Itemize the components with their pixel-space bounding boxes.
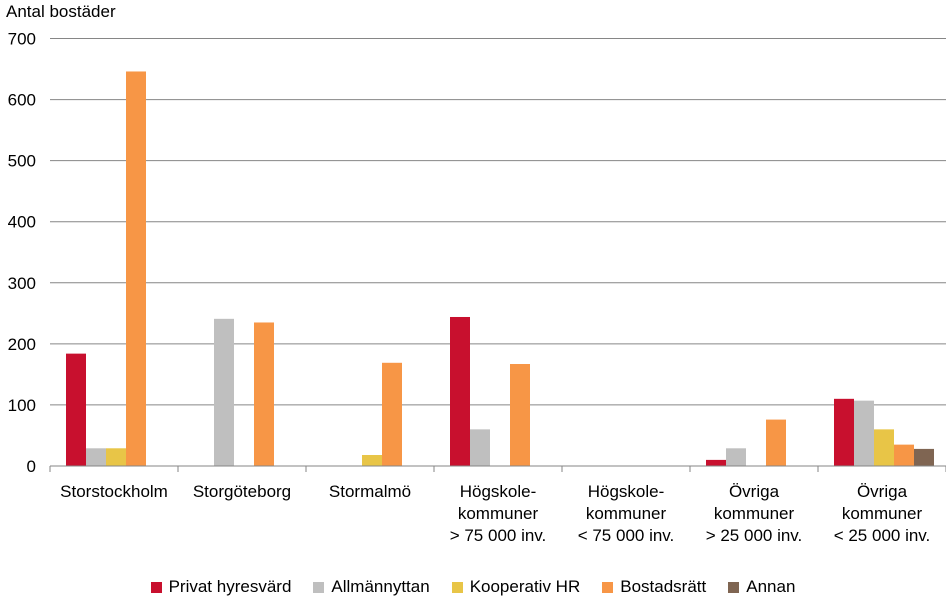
legend-item: Annan — [728, 577, 795, 597]
category-label-line: > 25 000 inv. — [706, 526, 803, 545]
y-tick-label: 700 — [8, 30, 36, 49]
category-label-line: kommuner — [842, 504, 923, 523]
category-label-line: Högskole- — [588, 482, 665, 501]
bar — [914, 448, 934, 466]
bar — [766, 419, 786, 466]
legend-swatch — [150, 581, 162, 593]
bar — [854, 400, 874, 466]
bars — [66, 71, 934, 466]
bar — [874, 429, 894, 466]
legend-item: Kooperativ HR — [451, 577, 581, 597]
category-label-line: Storstockholm — [60, 482, 168, 501]
legend-item: Privat hyresvärd — [150, 577, 292, 597]
category-label-line: Övriga — [857, 482, 908, 501]
bar — [106, 448, 126, 466]
category-label: Övriga kommuner > 25 000 inv. — [706, 482, 803, 545]
legend-label: Privat hyresvärd — [168, 577, 292, 596]
category-label-line: kommuner — [586, 504, 667, 523]
category-label-line: kommuner — [458, 504, 539, 523]
category-label-line: kommuner — [714, 504, 795, 523]
legend: Privat hyresvärd Allmännyttan Kooperativ H… — [0, 574, 946, 600]
bar — [362, 455, 382, 466]
category-label-line: Storgöteborg — [193, 482, 291, 501]
legend-label: Annan — [746, 577, 796, 596]
legend-swatch — [602, 581, 614, 593]
chart-svg: Antal bostäder 0 100 200 300 400 500 600 700 Stor… — [6, 2, 946, 545]
bar — [726, 448, 746, 466]
y-tick-label: 500 — [8, 152, 36, 171]
legend-label: Kooperativ HR — [469, 577, 581, 596]
category-label-line: < 25 000 inv. — [834, 526, 931, 545]
bar — [894, 444, 914, 466]
legend-swatch — [728, 581, 740, 593]
y-tick-label: 300 — [8, 274, 36, 293]
y-tick-label: 100 — [8, 396, 36, 415]
category-label-line: Högskole- — [460, 482, 537, 501]
axes — [49, 465, 946, 472]
y-tick-label: 0 — [27, 457, 36, 476]
bar — [254, 322, 274, 466]
bar — [66, 353, 86, 466]
bar — [470, 429, 490, 466]
legend-item: Bostadsrätt — [602, 577, 706, 597]
y-tick-label: 400 — [8, 213, 36, 232]
legend-item: Allmännyttan — [313, 577, 430, 597]
bar — [706, 459, 726, 466]
bar — [86, 448, 106, 466]
bar — [834, 398, 854, 466]
category-label-line: > 75 000 inv. — [450, 526, 547, 545]
labels: Antal bostäder 0 100 200 300 400 500 600 700 Stor… — [6, 2, 930, 545]
bar — [382, 362, 402, 466]
bar — [450, 316, 470, 466]
category-label: Storstockholm — [60, 482, 168, 501]
legend-swatch — [313, 581, 325, 593]
bar — [214, 318, 234, 466]
category-label: Stormalmö — [329, 482, 411, 501]
bar — [510, 364, 530, 466]
legend-label: Allmännyttan — [331, 577, 430, 596]
y-tick-label: 200 — [8, 335, 36, 354]
category-label-line: < 75 000 inv. — [578, 526, 675, 545]
legend-swatch — [451, 581, 463, 593]
legend-label: Bostadsrätt — [620, 577, 707, 596]
category-label: Övriga kommuner < 25 000 inv. — [834, 482, 931, 545]
bar — [126, 71, 146, 466]
category-label: Storgöteborg — [193, 482, 291, 501]
y-axis-title: Antal bostäder — [6, 2, 116, 21]
category-label: Högskole-kommuner > 75 000 inv. — [450, 482, 547, 545]
y-tick-label: 600 — [8, 91, 36, 110]
category-label-line: Övriga — [729, 482, 780, 501]
gridlines — [50, 38, 946, 406]
category-label-line: Stormalmö — [329, 482, 411, 501]
category-label: Högskole-kommuner < 75 000 inv. — [578, 482, 675, 545]
